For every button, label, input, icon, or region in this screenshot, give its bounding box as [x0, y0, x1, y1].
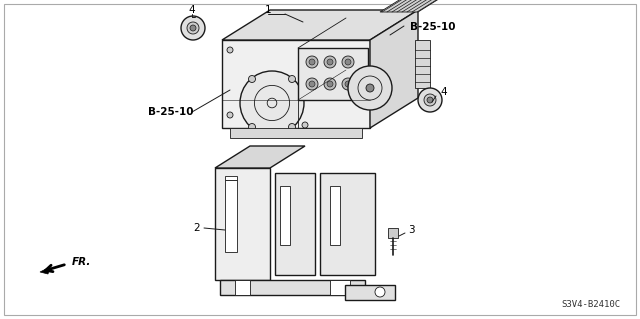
- Polygon shape: [330, 186, 340, 245]
- Circle shape: [424, 94, 436, 106]
- Polygon shape: [215, 146, 305, 168]
- Polygon shape: [235, 280, 250, 295]
- Polygon shape: [225, 180, 237, 252]
- Polygon shape: [225, 176, 237, 180]
- Text: 2: 2: [193, 223, 200, 233]
- Text: S3V4-B2410C: S3V4-B2410C: [561, 300, 620, 309]
- Circle shape: [289, 76, 296, 83]
- Circle shape: [324, 78, 336, 90]
- Text: FR.: FR.: [72, 257, 92, 267]
- Polygon shape: [380, 0, 466, 12]
- Circle shape: [309, 81, 315, 87]
- Polygon shape: [388, 228, 398, 238]
- Circle shape: [289, 123, 296, 130]
- Polygon shape: [280, 186, 290, 245]
- Circle shape: [327, 81, 333, 87]
- Text: B-25-10: B-25-10: [410, 22, 456, 32]
- Polygon shape: [220, 280, 365, 295]
- Circle shape: [342, 78, 354, 90]
- Text: B-25-10: B-25-10: [148, 107, 193, 117]
- Polygon shape: [320, 173, 375, 275]
- Circle shape: [345, 81, 351, 87]
- Circle shape: [342, 56, 354, 68]
- Polygon shape: [230, 128, 362, 138]
- Polygon shape: [330, 280, 350, 295]
- Circle shape: [190, 25, 196, 31]
- Circle shape: [375, 287, 385, 297]
- Circle shape: [227, 112, 233, 118]
- Circle shape: [345, 59, 351, 65]
- Polygon shape: [245, 85, 329, 121]
- Circle shape: [181, 16, 205, 40]
- Circle shape: [187, 22, 199, 34]
- Polygon shape: [370, 10, 418, 128]
- Polygon shape: [345, 285, 395, 300]
- Circle shape: [248, 123, 255, 130]
- Polygon shape: [298, 48, 368, 100]
- Circle shape: [227, 47, 233, 53]
- Circle shape: [418, 88, 442, 112]
- Circle shape: [348, 66, 392, 110]
- Circle shape: [302, 122, 308, 128]
- Text: 4: 4: [189, 5, 195, 15]
- Circle shape: [306, 78, 318, 90]
- Circle shape: [240, 71, 304, 135]
- Circle shape: [248, 76, 255, 83]
- Circle shape: [327, 59, 333, 65]
- Polygon shape: [40, 267, 50, 274]
- Polygon shape: [275, 173, 315, 275]
- Polygon shape: [215, 168, 270, 280]
- Polygon shape: [222, 10, 418, 40]
- Text: 1: 1: [265, 5, 271, 15]
- Circle shape: [366, 84, 374, 92]
- Circle shape: [324, 56, 336, 68]
- Polygon shape: [222, 40, 370, 128]
- Circle shape: [306, 56, 318, 68]
- Text: 4: 4: [440, 87, 447, 97]
- Text: 3: 3: [408, 225, 415, 235]
- Polygon shape: [415, 40, 430, 88]
- Circle shape: [427, 97, 433, 103]
- Circle shape: [309, 59, 315, 65]
